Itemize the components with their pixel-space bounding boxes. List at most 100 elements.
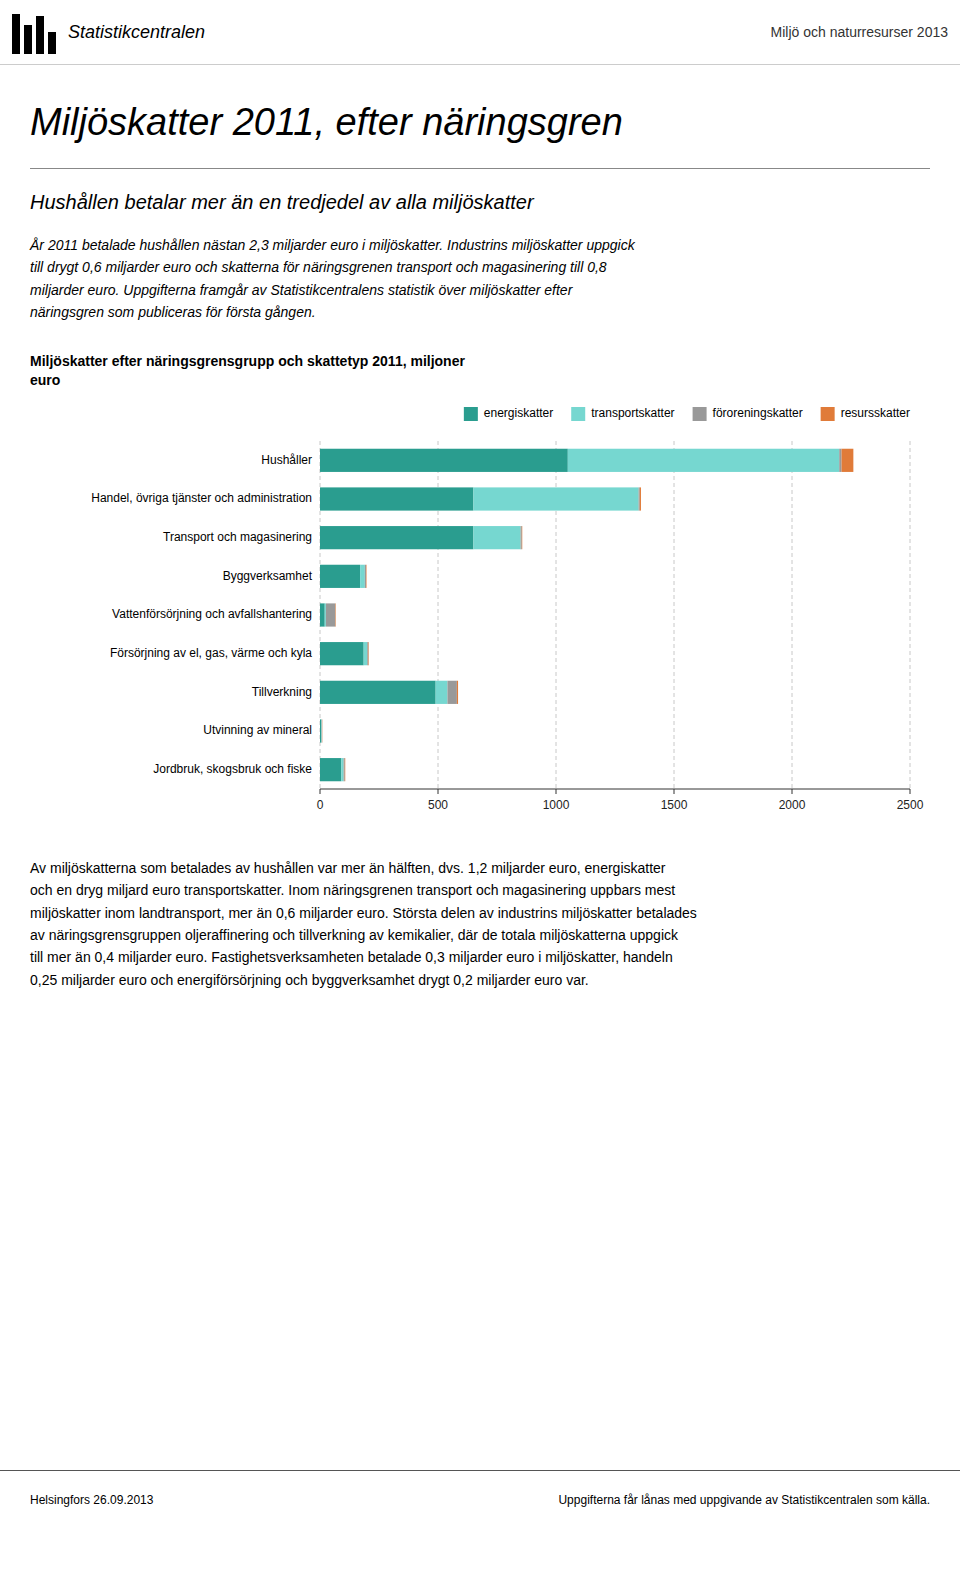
x-tick-label: 2500: [897, 798, 924, 812]
chart-title: Miljöskatter efter näringsgrensgrupp och…: [30, 352, 930, 391]
bar-segment: [320, 758, 341, 781]
x-tick: [320, 789, 321, 794]
y-tick-label: Jordbruk, skogsbruk och fiske: [153, 762, 312, 776]
legend-item: energiskatter: [464, 406, 553, 421]
bar-segment: [320, 526, 473, 549]
legend-label: energiskatter: [484, 406, 553, 420]
y-tick-label: Tillverkning: [252, 684, 312, 698]
chart-svg: 0 500 1000 1500 2000 2500 Jordbruk, skogsbruk …: [30, 397, 930, 837]
bar-segment: [473, 526, 520, 549]
y-tick-label: Försörjning av el, gas, värme och kyla: [110, 646, 312, 660]
bar-segment: [368, 642, 369, 665]
bar-segment: [639, 487, 640, 510]
y-axis: Jordbruk, skogsbruk och fiske Utvinning a…: [91, 452, 312, 775]
legend-swatch: [464, 407, 478, 421]
legend-swatch: [571, 407, 585, 421]
bar-segment: [320, 487, 473, 510]
logo-text: Statistikcentralen: [68, 22, 205, 43]
subtitle: Hushållen betalar mer än en tredjedel av…: [30, 191, 930, 214]
bar-segment: [568, 448, 839, 471]
bar-segment: [640, 487, 641, 510]
x-tick: [792, 789, 793, 794]
logo-bar: [12, 14, 20, 54]
bar-segment: [320, 719, 321, 742]
bar-segment: [457, 680, 458, 703]
bar-segment: [321, 719, 322, 742]
bar-segment: [839, 448, 841, 471]
bar-segment: [320, 680, 436, 703]
series: [321, 448, 839, 781]
x-axis: 0 500 1000 1500 2000 2500: [317, 789, 924, 812]
legend-swatch: [821, 407, 835, 421]
x-axis-line: [320, 788, 910, 789]
bar-segment: [344, 758, 345, 781]
y-tick-label: Utvinning av mineral: [203, 723, 312, 737]
bar-segment: [842, 448, 854, 471]
bar-segment: [365, 564, 366, 587]
series: [322, 448, 853, 781]
x-tick: [556, 789, 557, 794]
logo-bars: [12, 10, 56, 54]
header: Statistikcentralen Miljö och naturresurs…: [0, 0, 960, 65]
legend-swatch: [693, 407, 707, 421]
legend-item: föroreningskatter: [693, 406, 803, 421]
logo-bar: [24, 25, 32, 54]
bar-segment: [360, 564, 365, 587]
x-tick-label: 1000: [543, 798, 570, 812]
bar-segment: [436, 680, 448, 703]
x-tick: [674, 789, 675, 794]
grid-line: [674, 441, 675, 789]
bars: [320, 448, 853, 781]
grid-line: [792, 441, 793, 789]
header-right: Miljö och naturresurser 2013: [771, 24, 948, 40]
logo-bar: [48, 32, 56, 54]
body-text: Av miljöskatterna som betalades av hushå…: [30, 857, 930, 991]
bar-segment: [335, 603, 336, 626]
y-tick-label: Transport och magasinering: [163, 530, 312, 544]
footer-right: Uppgifterna får lånas med uppgivande av …: [558, 1493, 930, 1507]
y-tick-label: Handel, övriga tjänster och administrati…: [91, 491, 312, 505]
x-tick: [910, 789, 911, 794]
bar-segment: [364, 642, 368, 665]
chart: 0 500 1000 1500 2000 2500 Jordbruk, skogsbruk …: [30, 397, 930, 841]
bar-segment: [521, 526, 522, 549]
y-tick-label: Byggverksamhet: [223, 568, 313, 582]
x-tick-label: 0: [317, 798, 324, 812]
y-tick-label: Vattenförsörjning och avfallshantering: [112, 607, 312, 621]
bar-segment: [344, 758, 345, 781]
logo: Statistikcentralen: [12, 10, 205, 54]
bar-segment: [366, 564, 367, 587]
grid-line: [910, 441, 911, 789]
legend-item: transportskatter: [571, 406, 674, 421]
legend-label: föroreningskatter: [713, 406, 803, 420]
bar-segment: [521, 526, 522, 549]
bar-segment: [473, 487, 638, 510]
bar-segment: [447, 680, 456, 703]
x-tick-label: 2000: [779, 798, 806, 812]
bar-segment: [341, 758, 343, 781]
bar-segment: [325, 603, 326, 626]
logo-bar: [36, 16, 44, 54]
footer-left: Helsingfors 26.09.2013: [30, 1493, 153, 1507]
bar-segment: [321, 719, 322, 742]
content: Miljöskatter 2011, efter näringsgren Hus…: [0, 101, 960, 991]
legend-label: resursskatter: [841, 406, 910, 420]
bar-segment: [320, 564, 360, 587]
x-tick-label: 1500: [661, 798, 688, 812]
bar-segment: [322, 719, 323, 742]
grid: [320, 441, 910, 789]
legend: energiskatter transportskatter förorenings…: [464, 406, 910, 421]
bar-segment: [320, 448, 568, 471]
series: [322, 448, 842, 781]
title: Miljöskatter 2011, efter näringsgren: [30, 101, 930, 169]
y-tick-label: Hushåller: [261, 452, 312, 466]
footer: Helsingfors 26.09.2013 Uppgifterna får l…: [0, 1470, 960, 1507]
x-tick: [438, 789, 439, 794]
bar-segment: [326, 603, 335, 626]
legend-item: resursskatter: [821, 406, 910, 421]
bar-segment: [320, 603, 325, 626]
x-tick-label: 500: [428, 798, 448, 812]
legend-label: transportskatter: [591, 406, 674, 420]
bar-segment: [367, 642, 368, 665]
bar-segment: [320, 642, 364, 665]
